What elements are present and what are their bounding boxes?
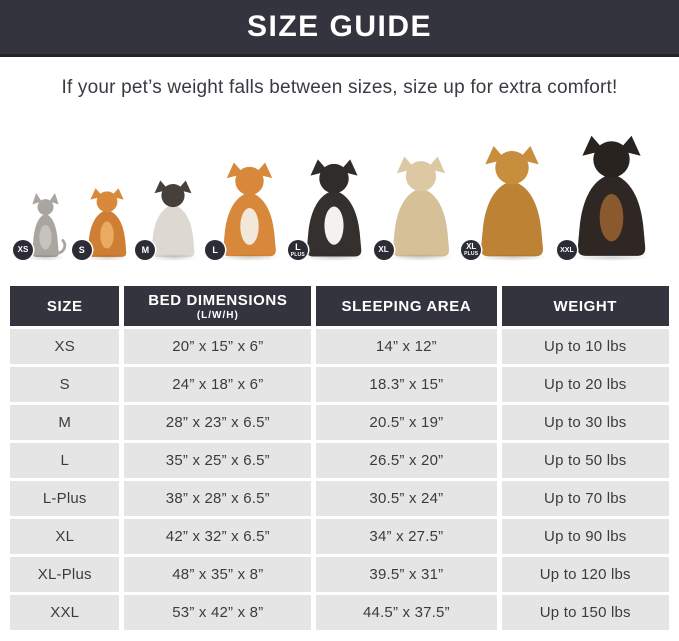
- size-badge-xxl: XXL: [556, 240, 577, 260]
- weight-cell: Up to 120 lbs: [501, 557, 669, 592]
- size-cell: XXL: [10, 595, 120, 630]
- column-header-label: BED DIMENSIONS: [148, 291, 288, 309]
- col-header-size: SIZE: [10, 286, 120, 326]
- size-table: SIZE BED DIMENSIONS (L/W/H) SLEEPING AREA WE…: [5, 283, 674, 633]
- bed-dimensions-cell: 48” x 35” x 8”: [124, 557, 312, 592]
- pet-shadow: [388, 254, 453, 261]
- size-badge-label: XXL: [560, 246, 574, 254]
- size-cell: XS: [10, 329, 120, 364]
- weight-cell: Up to 30 lbs: [501, 405, 669, 440]
- sleeping-area-cell: 39.5” x 31”: [316, 557, 497, 592]
- size-badge-sublabel: PLUS: [290, 251, 305, 258]
- bed-dimensions-cell: 53” x 42” x 8”: [124, 595, 312, 630]
- table-row-m: M 28” x 23” x 6.5” 20.5” x 19” Up to 30 lbs: [10, 405, 669, 440]
- pet-shadow: [25, 254, 66, 261]
- size-badge-label: M: [141, 244, 150, 255]
- pet-doberman: XXL: [556, 130, 657, 261]
- size-badge-s: S: [71, 240, 92, 260]
- shiba-inu-silhouette-icon: [223, 162, 276, 257]
- table-header-row: SIZE BED DIMENSIONS (L/W/H) SLEEPING AREA WE…: [10, 286, 669, 326]
- sleeping-area-cell: 30.5” x 24”: [316, 481, 497, 516]
- size-badge-m: M: [135, 240, 156, 260]
- table-row-l: L 35” x 25” x 6.5” 26.5” x 20” Up to 50 lbs: [10, 443, 669, 478]
- table-row-xl-plus: XL-Plus 48” x 35” x 8” 39.5” x 31” Up to 12…: [10, 557, 669, 592]
- size-cell: L: [10, 443, 120, 478]
- weight-cell: Up to 150 lbs: [501, 595, 669, 630]
- sleeping-area-cell: 14” x 12”: [316, 329, 497, 364]
- golden-retriever-silhouette-icon: [481, 146, 544, 257]
- weight-cell: Up to 90 lbs: [501, 519, 669, 554]
- pet-shiba-inu: L: [205, 158, 285, 261]
- size-badge-label: XL: [466, 242, 477, 251]
- size-badge-label: L: [295, 241, 301, 252]
- cat-silhouette-icon: [32, 193, 67, 257]
- table-row-xl: XL 42” x 32” x 6.5” 34” x 27.5” Up to 90 lb…: [10, 519, 669, 554]
- column-header-label: SIZE: [46, 297, 83, 315]
- labrador-silhouette-icon: [392, 156, 449, 257]
- subtitle-text: If your pet’s weight falls between sizes…: [61, 77, 618, 98]
- size-badge-xl: XL: [373, 240, 394, 260]
- pet-labrador: XL: [373, 152, 459, 261]
- bed-dimensions-cell: 35” x 25” x 6.5”: [124, 443, 312, 478]
- table-row-xs: XS 20” x 15” x 6” 14” x 12” Up to 10 lbs: [10, 329, 669, 364]
- pet-shadow: [302, 254, 366, 261]
- pet-shadow: [219, 254, 280, 261]
- sleeping-area-cell: 18.3” x 15”: [316, 367, 497, 402]
- size-badge-xl-plus: XL PLUS: [461, 240, 482, 260]
- sleeping-area-cell: 44.5” x 37.5”: [316, 595, 497, 630]
- doberman-silhouette-icon: [577, 135, 646, 256]
- column-header-label: WEIGHT: [553, 297, 618, 315]
- weight-cell: Up to 50 lbs: [501, 443, 669, 478]
- weight-cell: Up to 70 lbs: [501, 481, 669, 516]
- col-header-weight: WEIGHT: [501, 286, 669, 326]
- bed-dimensions-cell: 38” x 28” x 6.5”: [124, 481, 312, 516]
- sleeping-area-cell: 26.5” x 20”: [316, 443, 497, 478]
- sleeping-area-cell: 20.5” x 19”: [316, 405, 497, 440]
- size-cell: S: [10, 367, 120, 402]
- table-row-l-plus: L-Plus 38” x 28” x 6.5” 30.5” x 24” Up to 7…: [10, 481, 669, 516]
- size-cell: L-Plus: [10, 481, 120, 516]
- size-badge-label: S: [78, 244, 85, 255]
- pet-golden-retriever: XL PLUS: [461, 141, 554, 261]
- sleeping-area-cell: 34” x 27.5”: [316, 519, 497, 554]
- col-header-sleeping-area: SLEEPING AREA: [316, 286, 497, 326]
- size-badge-label: XS: [17, 245, 29, 254]
- weight-cell: Up to 10 lbs: [501, 329, 669, 364]
- size-cell: XL-Plus: [10, 557, 120, 592]
- table-row-s: S 24” x 18” x 6” 18.3” x 15” Up to 20 lbs: [10, 367, 669, 402]
- weight-cell: Up to 20 lbs: [501, 367, 669, 402]
- bed-dimensions-cell: 28” x 23” x 6.5”: [124, 405, 312, 440]
- pet-size-lineup: XS S M L L PLUS XL XL PLUS XXL: [13, 109, 657, 261]
- size-badge-l: L: [205, 240, 226, 260]
- bed-dimensions-cell: 24” x 18” x 6”: [124, 367, 312, 402]
- size-cell: M: [10, 405, 120, 440]
- pet-cat: XS: [13, 192, 69, 261]
- pet-shadow: [84, 254, 129, 261]
- pet-french-bulldog: M: [135, 177, 202, 261]
- page-title: SIZE GUIDE: [246, 10, 433, 43]
- column-header-label: SLEEPING AREA: [341, 297, 472, 315]
- pet-shadow: [572, 254, 651, 261]
- col-header-bed-dimensions: BED DIMENSIONS (L/W/H): [124, 286, 312, 326]
- table-row-xxl: XXL 53” x 42” x 8” 44.5” x 37.5” Up to 150 …: [10, 595, 669, 630]
- border-collie-silhouette-icon: [306, 159, 362, 257]
- bed-dimensions-cell: 20” x 15” x 6”: [124, 329, 312, 364]
- pet-shadow: [476, 254, 548, 261]
- title-banner: SIZE GUIDE: [0, 0, 679, 57]
- size-badge-label: L: [212, 244, 218, 255]
- size-badge-sublabel: PLUS: [464, 251, 479, 257]
- pet-border-collie: L PLUS: [287, 155, 371, 261]
- french-bulldog-silhouette-icon: [151, 180, 195, 257]
- pet-pomeranian: S: [71, 185, 133, 261]
- column-header-sublabel: (L/W/H): [196, 309, 239, 321]
- size-badge-label: XL: [378, 245, 389, 254]
- size-badge-l-plus: L PLUS: [287, 240, 308, 260]
- size-badge-xs: XS: [13, 240, 33, 260]
- pet-shadow: [148, 254, 199, 261]
- pomeranian-silhouette-icon: [87, 188, 126, 257]
- bed-dimensions-cell: 42” x 32” x 6.5”: [124, 519, 312, 554]
- size-cell: XL: [10, 519, 120, 554]
